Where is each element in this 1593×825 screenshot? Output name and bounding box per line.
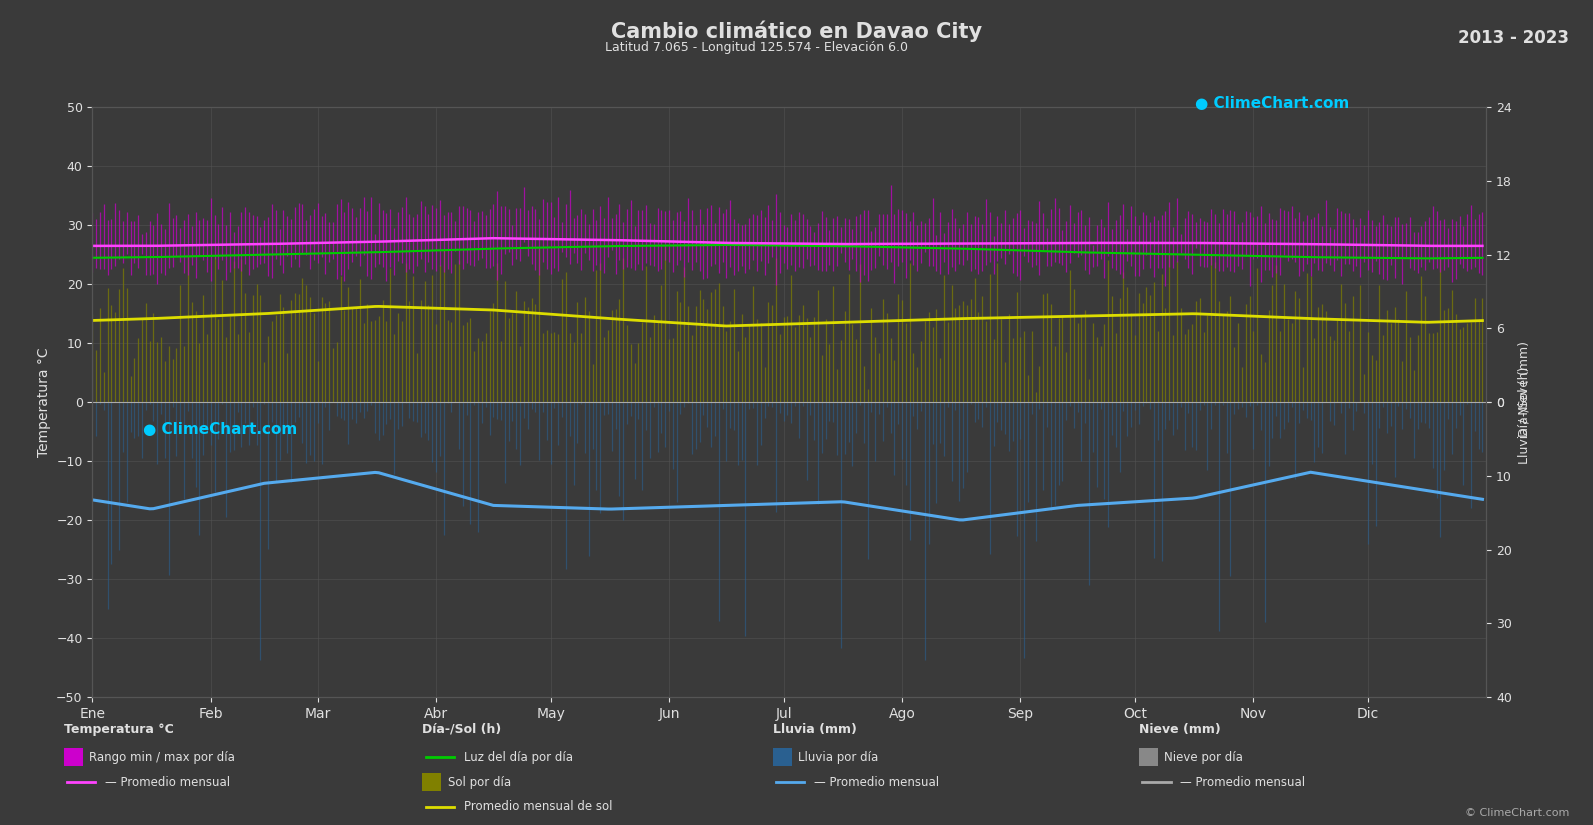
Text: ● ClimeChart.com: ● ClimeChart.com	[143, 422, 298, 436]
Text: Nieve por día: Nieve por día	[1164, 751, 1244, 764]
Text: Luz del día por día: Luz del día por día	[464, 751, 572, 764]
Text: Lluvia (mm): Lluvia (mm)	[773, 723, 857, 736]
Text: ● ClimeChart.com: ● ClimeChart.com	[1195, 96, 1349, 111]
Text: Promedio mensual de sol: Promedio mensual de sol	[464, 800, 612, 813]
Text: Temperatura °C: Temperatura °C	[64, 723, 174, 736]
Text: Latitud 7.065 - Longitud 125.574 - Elevación 6.0: Latitud 7.065 - Longitud 125.574 - Eleva…	[605, 41, 908, 54]
Text: — Promedio mensual: — Promedio mensual	[105, 776, 231, 789]
Text: © ClimeChart.com: © ClimeChart.com	[1464, 808, 1569, 818]
Text: — Promedio mensual: — Promedio mensual	[814, 776, 940, 789]
Y-axis label: Día-/Sol (h): Día-/Sol (h)	[1518, 367, 1531, 437]
Y-axis label: Temperatura °C: Temperatura °C	[37, 347, 51, 457]
Text: Cambio climático en Davao City: Cambio climático en Davao City	[612, 21, 981, 42]
Text: — Promedio mensual: — Promedio mensual	[1180, 776, 1306, 789]
Text: Sol por día: Sol por día	[448, 776, 511, 789]
Y-axis label: Lluvia / Nieve (mm): Lluvia / Nieve (mm)	[1518, 341, 1531, 464]
Text: Nieve (mm): Nieve (mm)	[1139, 723, 1220, 736]
Text: 2013 - 2023: 2013 - 2023	[1458, 29, 1569, 47]
Text: Día-/Sol (h): Día-/Sol (h)	[422, 723, 502, 736]
Text: Lluvia por día: Lluvia por día	[798, 751, 878, 764]
Text: Rango min / max por día: Rango min / max por día	[89, 751, 236, 764]
